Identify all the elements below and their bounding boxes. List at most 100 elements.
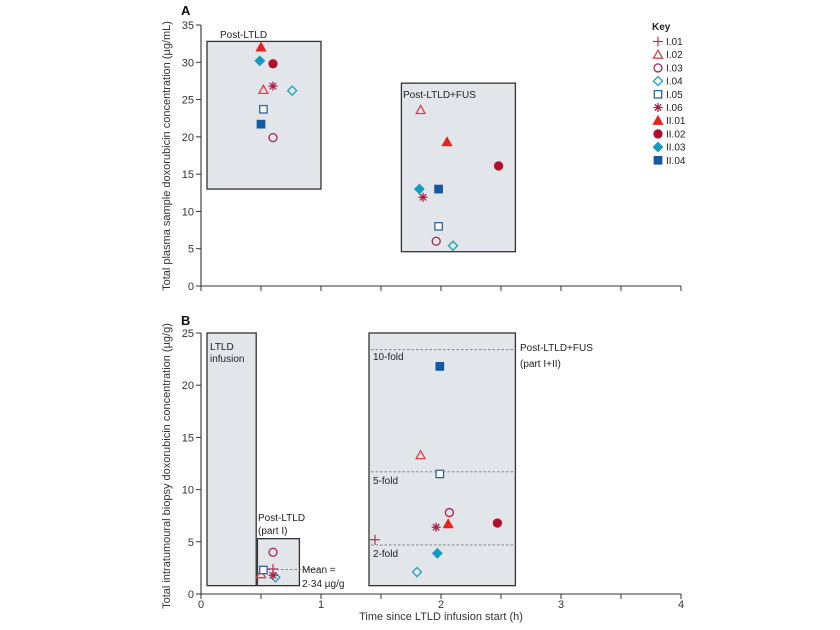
legend-entry: I.01: [653, 36, 683, 48]
data-point-II-04: [256, 119, 266, 129]
region-label-ltld-infusion-line2: infusion: [210, 354, 244, 365]
y-tick-label: 5: [188, 537, 194, 549]
panel-b-axes: 0 5 10 15 20 25 0 1 2 3 4: [182, 328, 684, 611]
data-point-I-03: [268, 547, 278, 557]
data-point-II-03: [413, 183, 425, 195]
legend-marker-I-02: [652, 48, 664, 59]
region-label-post-ltld: Post-LTLD: [220, 30, 267, 41]
region-box-2: [368, 332, 517, 587]
legend: Key I.01 I.02 I.03 I.04 I.05 I.06 II.01 II.02 II…: [652, 22, 686, 167]
data-point-I-02: [414, 449, 427, 460]
data-point-I-04: [286, 85, 298, 97]
panel-b: B LTLD infusion Post-LTLD (part I) Post-…: [161, 313, 684, 623]
legend-label: II.03: [666, 143, 686, 154]
panel-b-reference-lines: [263, 349, 514, 571]
panel-a-axes: 0 5 10 15 20 25 30 35: [182, 20, 682, 293]
legend-marker-I-04: [652, 75, 664, 87]
legend-entry: I.04: [652, 75, 683, 88]
legend-label: II.02: [666, 129, 686, 140]
data-point-II-03: [431, 547, 443, 559]
legend-label: II.01: [666, 116, 686, 127]
legend-marker-II-03: [652, 141, 664, 153]
data-point-II-01: [255, 41, 267, 52]
data-point-I-06: [268, 570, 278, 580]
y-tick-label: 20: [182, 380, 194, 392]
legend-entry: I.03: [653, 63, 683, 74]
legend-marker-II-02: [653, 129, 663, 139]
data-point-I-03: [444, 507, 455, 518]
legend-entry: II.03: [652, 141, 686, 154]
data-point-I-05: [259, 565, 268, 575]
legend-label: I.05: [666, 90, 683, 101]
data-point-I-04: [447, 240, 459, 252]
mean-label-line2: 2·34 µg/g: [302, 579, 344, 590]
region-label-post-ltld-part1-line1: Post-LTLD: [258, 513, 305, 524]
region-label-post-ltld-fus-line1: Post-LTLD+FUS: [520, 343, 593, 354]
legend-label: I.04: [666, 77, 683, 88]
x-tick-label: 3: [558, 599, 564, 611]
mean-label-line1: Mean =: [302, 565, 336, 576]
y-tick-label: 15: [182, 169, 194, 181]
y-tick-label: 25: [182, 328, 194, 340]
legend-label: II.04: [666, 156, 686, 167]
legend-marker-I-01: [653, 36, 663, 47]
y-tick-label: 5: [188, 244, 194, 256]
legend-label: I.01: [666, 37, 683, 48]
y-tick-label: 0: [188, 281, 194, 293]
data-point-II-02: [268, 59, 278, 69]
legend-marker-II-04: [653, 155, 663, 165]
legend-marker-I-05: [653, 89, 663, 99]
legend-marker-I-03: [653, 63, 663, 73]
legend-entry: I.02: [652, 48, 683, 61]
legend-entry: II.02: [653, 129, 686, 140]
y-tick-label: 10: [182, 206, 194, 218]
legend-marker-I-06: [653, 103, 663, 112]
data-point-I-06: [418, 192, 428, 202]
legend-marker-II-01: [652, 114, 664, 125]
panel-b-regions: [206, 332, 517, 587]
legend-entry: I.05: [653, 89, 683, 101]
y-tick-label: 0: [188, 589, 194, 601]
y-tick-label: 15: [182, 432, 194, 444]
panel-a-points: [254, 41, 504, 252]
panel-a-y-axis-label: Total plasma sample doxorubicin concentr…: [161, 21, 173, 291]
data-point-I-02: [257, 84, 270, 95]
fold-label-10: 10-fold: [373, 352, 404, 363]
region-label-post-ltld-fus: Post-LTLD+FUS: [403, 90, 476, 101]
panel-b-letter: B: [181, 313, 190, 328]
y-tick-label: 30: [182, 57, 194, 69]
y-tick-label: 20: [182, 132, 194, 144]
legend-title: Key: [652, 22, 671, 33]
panel-a: A Post-LTLD Post-LTLD+FUS 0 5 10 15 20 25 30 35…: [161, 3, 682, 293]
x-axis-label: Time since LTLD infusion start (h): [359, 611, 523, 623]
region-box-0: [206, 332, 257, 587]
fold-label-2: 2-fold: [373, 549, 398, 560]
legend-label: I.02: [666, 50, 683, 61]
data-point-II-02: [493, 161, 504, 171]
data-point-I-04: [411, 566, 423, 578]
x-tick-label: 4: [678, 599, 684, 611]
x-tick-label: 1: [318, 599, 324, 611]
data-point-II-04: [435, 362, 445, 371]
legend-entry: I.06: [653, 103, 683, 114]
data-point-I-01: [370, 534, 380, 545]
region-label-post-ltld-part1-line2: (part I): [258, 526, 287, 537]
region-label-ltld-infusion-line1: LTLD: [210, 342, 234, 353]
fold-label-5: 5-fold: [373, 476, 398, 487]
data-point-II-01: [442, 518, 454, 529]
data-point-I-06: [431, 522, 441, 532]
x-tick-label: 2: [438, 599, 444, 611]
panel-b-points: [255, 362, 503, 583]
data-point-II-03: [254, 55, 266, 67]
data-point-I-02: [414, 104, 427, 115]
data-point-I-03: [268, 132, 278, 143]
legend-label: I.03: [666, 63, 683, 74]
data-point-I-06: [268, 81, 278, 91]
data-point-I-05: [435, 469, 445, 479]
panel-a-letter: A: [181, 3, 191, 18]
data-point-I-03: [431, 236, 441, 246]
panel-a-regions: [206, 40, 517, 253]
region-label-post-ltld-fus-line2: (part I+II): [520, 359, 561, 370]
y-tick-label: 35: [182, 20, 194, 32]
x-tick-label: 0: [198, 599, 204, 611]
